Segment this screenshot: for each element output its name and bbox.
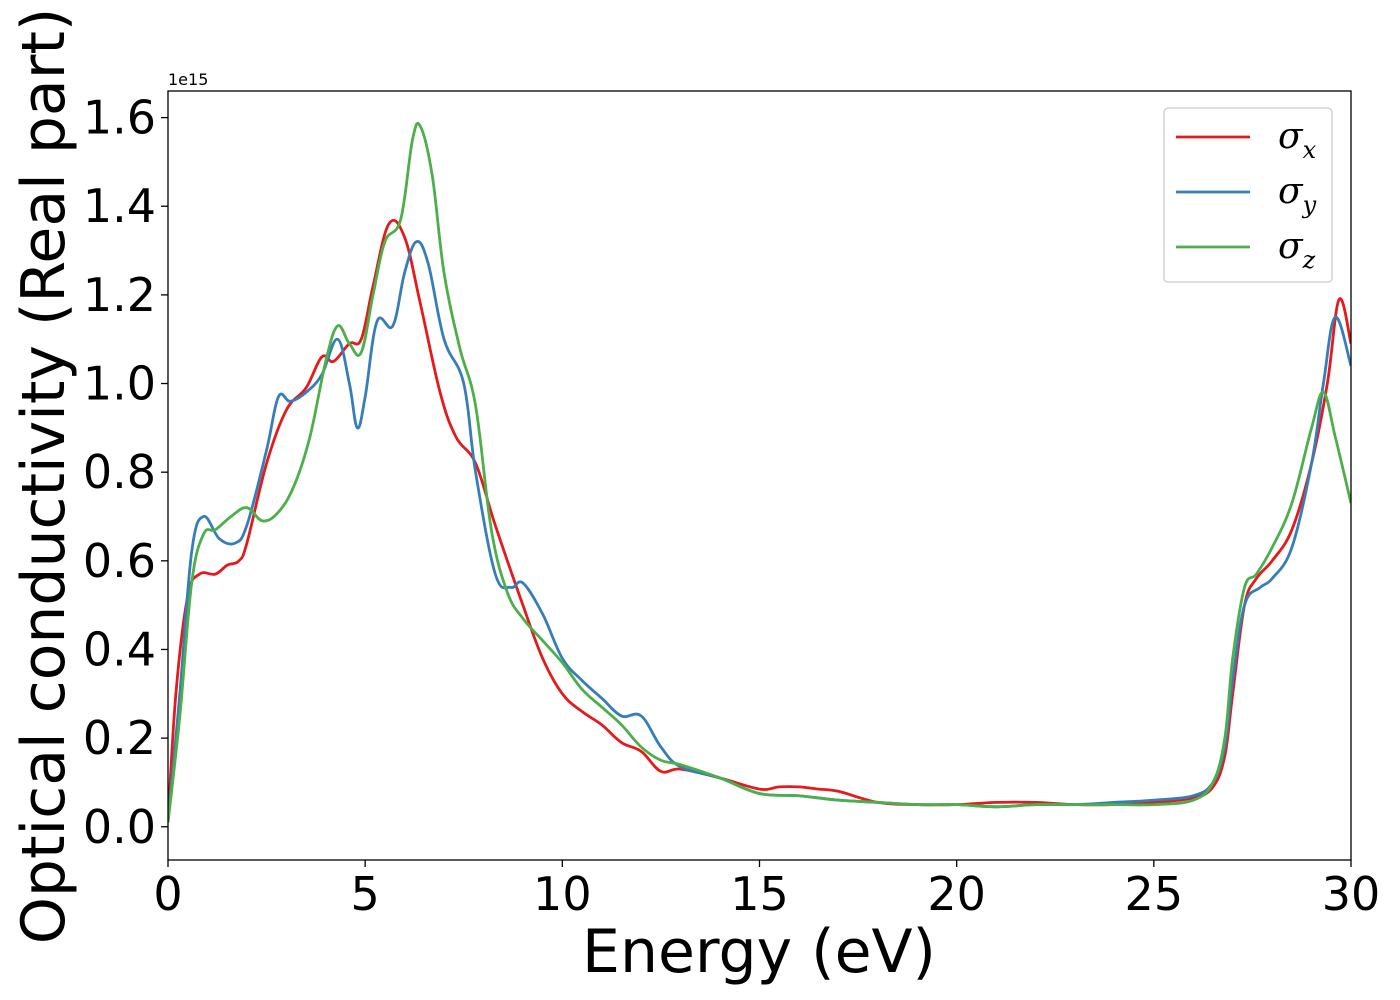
series-line-x [168, 218, 1351, 823]
legend-label-subscript: z [1302, 246, 1316, 274]
legend-label-x: σx [1278, 116, 1317, 164]
legend-label-z: σz [1278, 226, 1316, 274]
x-tick-label: 10 [533, 867, 592, 921]
legend-box [1163, 107, 1333, 283]
y-tick-label: 1.4 [83, 179, 156, 233]
series-line-z [168, 122, 1351, 823]
legend-label-subscript: y [1302, 191, 1317, 219]
x-axis-ticks: 0 5 10 15 20 25 30 [153, 860, 1380, 921]
x-axis-title: Energy (eV) [582, 917, 936, 987]
legend-label-y: σy [1278, 171, 1317, 219]
y-tick-label: 0.4 [83, 622, 156, 676]
series-layer [168, 122, 1351, 823]
legend-label-base: σ [1278, 226, 1304, 267]
legend-label-base: σ [1278, 171, 1304, 212]
y-tick-label: 0.8 [83, 445, 156, 499]
y-offset-text: 1e15 [168, 70, 208, 89]
legend-label-base: σ [1278, 116, 1304, 157]
y-tick-label: 0.2 [83, 711, 156, 765]
y-tick-label: 1.0 [83, 357, 156, 411]
x-tick-label: 30 [1322, 867, 1381, 921]
legend-label-subscript: x [1303, 136, 1317, 164]
x-tick-label: 5 [351, 867, 380, 921]
x-tick-label: 15 [730, 867, 789, 921]
y-tick-label: 1.6 [83, 91, 156, 145]
series-line-y [168, 240, 1351, 823]
y-axis-title: Optical conductivity (Real part) [9, 8, 79, 945]
y-axis-ticks: 0.0 0.2 0.4 0.6 0.8 1.0 1.2 1.4 1.6 [83, 91, 168, 854]
y-tick-label: 0.6 [83, 534, 156, 588]
x-tick-label: 20 [927, 867, 986, 921]
y-tick-label: 0.0 [83, 800, 156, 854]
x-tick-label: 0 [153, 867, 182, 921]
y-tick-label: 1.2 [83, 268, 156, 322]
x-tick-label: 25 [1125, 867, 1184, 921]
